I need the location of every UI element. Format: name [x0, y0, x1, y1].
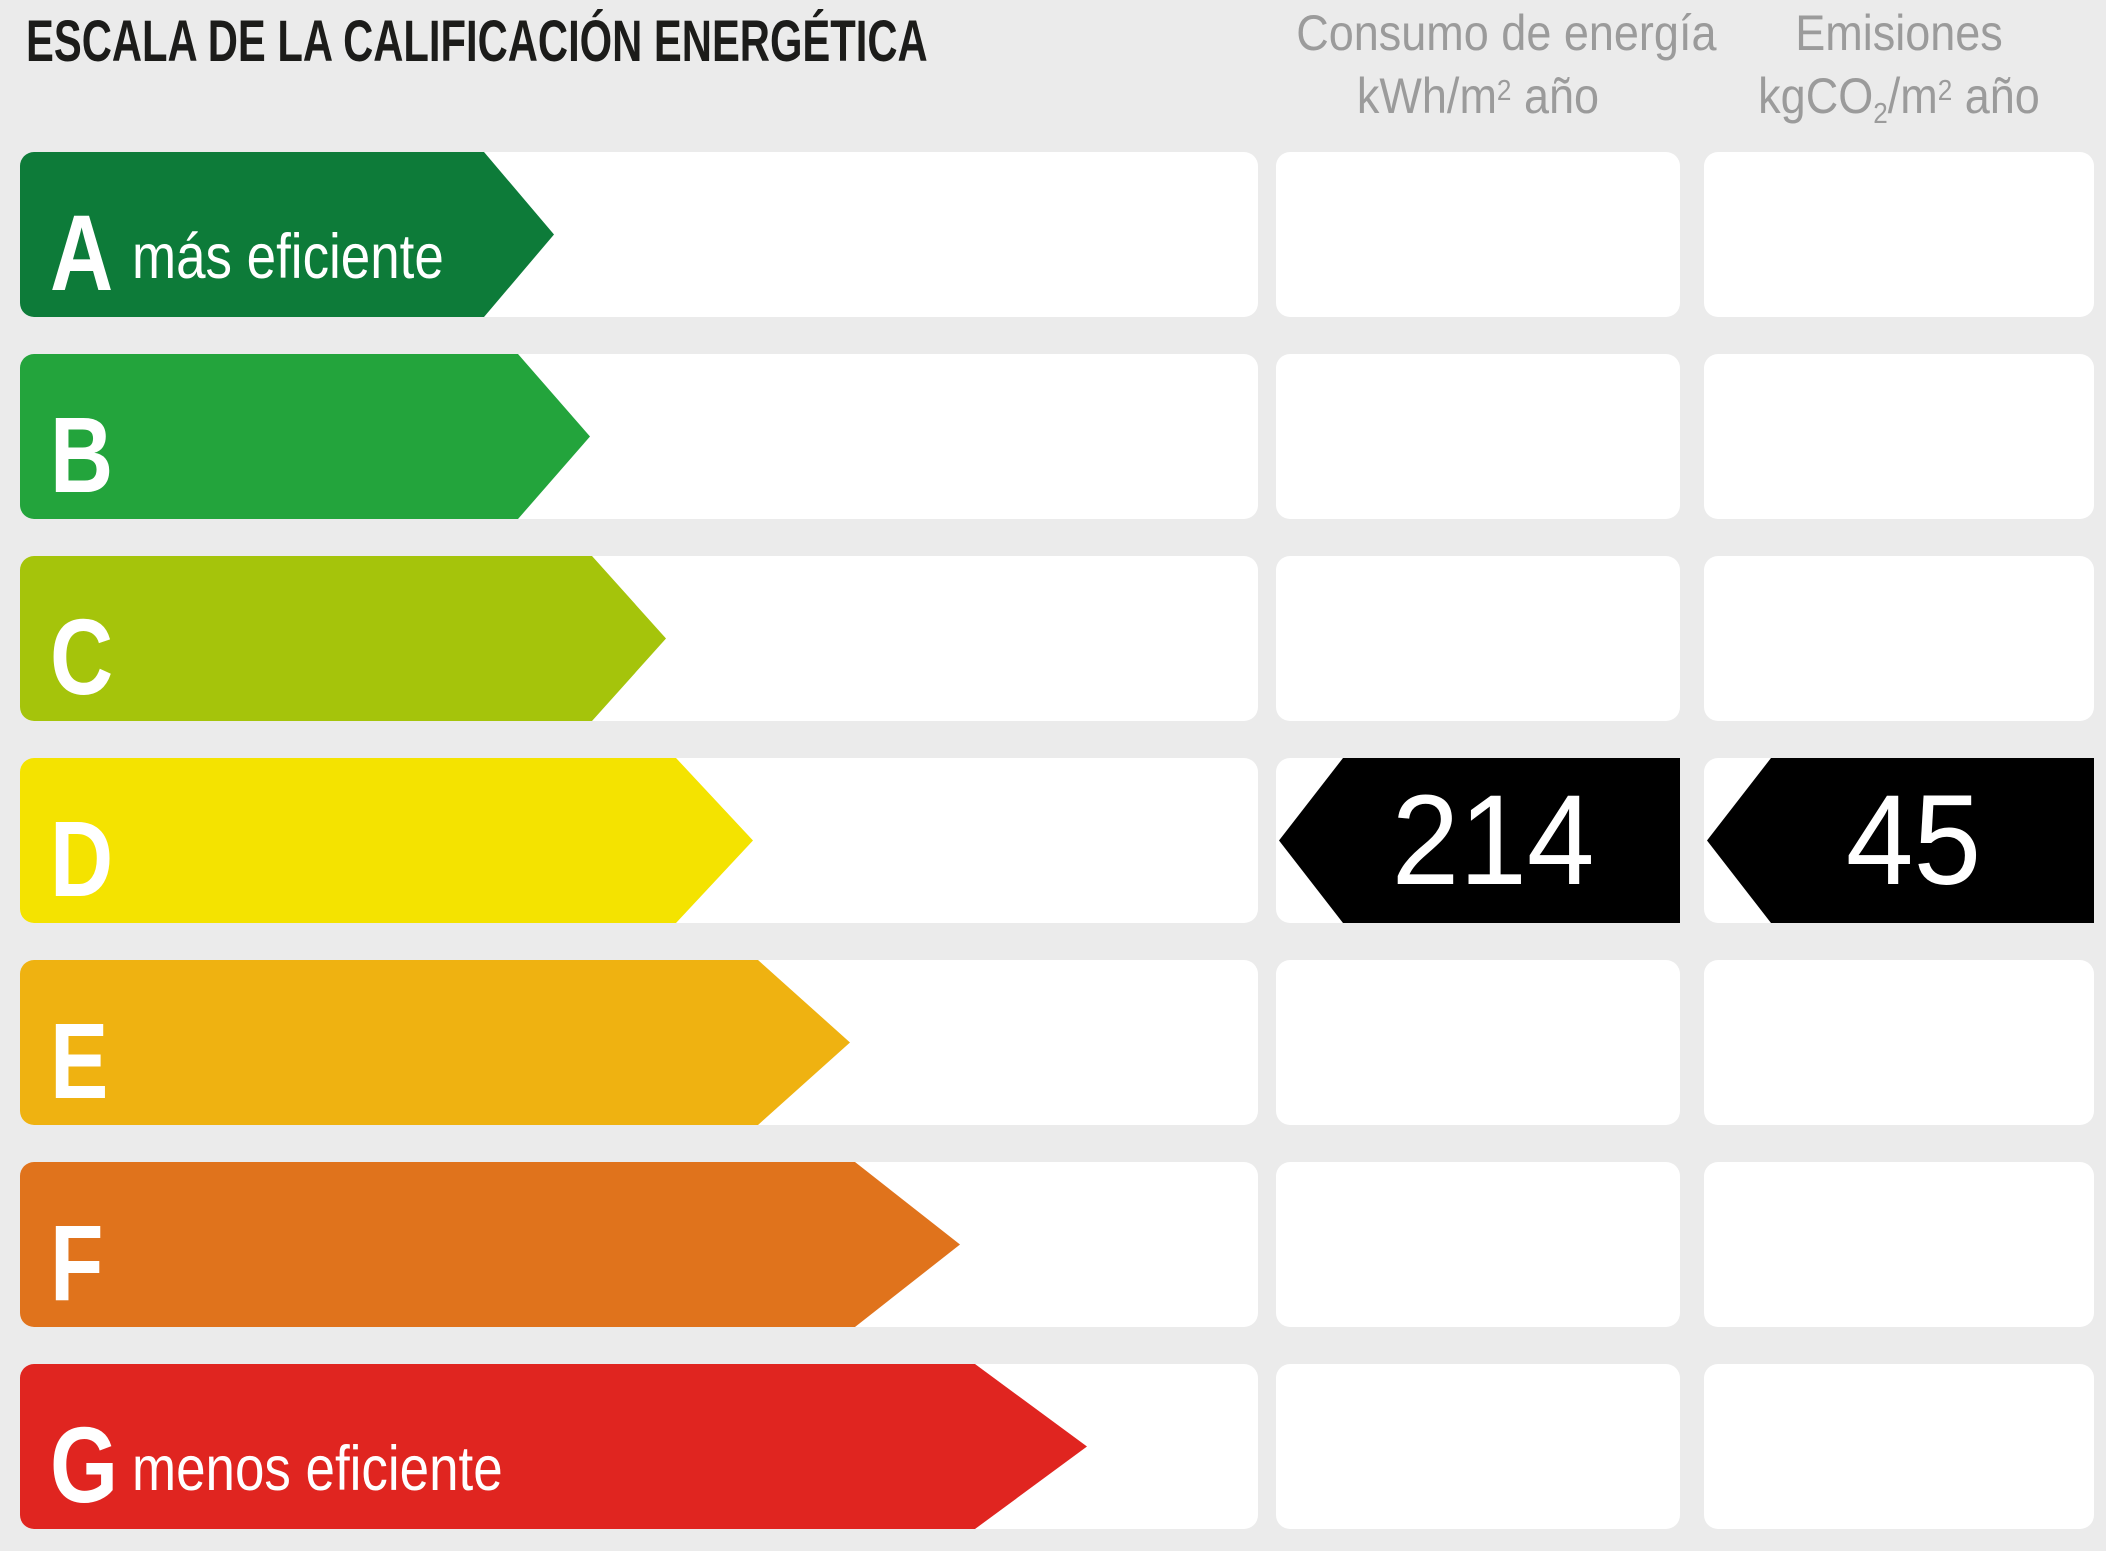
rating-row-d: D 214 45 [0, 758, 2106, 923]
emissions-value: 45 [1846, 768, 1982, 912]
consumption-value: 214 [1391, 768, 1595, 912]
emisiones-panel [1704, 556, 2094, 721]
emissions-column-header: Emisiones kgCO2/m2 año [1724, 2, 2075, 136]
header-unit-segment: 2 [1937, 74, 1953, 107]
rating-letter-b: B [50, 394, 114, 515]
emisiones-panel [1704, 354, 2094, 519]
emissions-header-line1: Emisiones [1795, 5, 2003, 61]
header-unit-segment: año [1511, 68, 1600, 124]
emisiones-panel [1704, 1364, 2094, 1529]
emisiones-panel [1704, 1162, 2094, 1327]
header-unit-segment: 2 [1496, 74, 1512, 107]
header-unit-segment: kgCO [1758, 68, 1874, 124]
emissions-header-line2: kgCO2/m2 año [1724, 65, 2075, 136]
rating-row-f: F [0, 1162, 2106, 1327]
consumption-header-line1: Consumo de energía [1296, 5, 1717, 61]
consumo-panel [1276, 960, 1680, 1125]
consumo-panel [1276, 354, 1680, 519]
rating-letter-a: A [50, 192, 114, 313]
rating-bar-e: E [20, 960, 850, 1125]
consumo-panel [1276, 1364, 1680, 1529]
rating-row-e: E [0, 960, 2106, 1125]
page-title: ESCALA DE LA CALIFICACIÓN ENERGÉTICA [26, 9, 928, 74]
consumption-column-header: Consumo de energía kWh/m2 año [1296, 2, 1717, 136]
efficiency-note-a: más eficiente [132, 222, 444, 292]
rating-bar-b: B [20, 354, 590, 519]
rating-letter-c: C [50, 596, 114, 717]
consumo-panel [1276, 1162, 1680, 1327]
header-unit-segment: kWh/m [1356, 68, 1497, 124]
rating-letter-g: G [50, 1404, 119, 1525]
rating-letter-d: D [50, 798, 114, 919]
consumo-panel [1276, 152, 1680, 317]
consumption-indicator-arrow: 214 [1279, 758, 1680, 923]
emissions-indicator-arrow: 45 [1707, 758, 2094, 923]
consumo-panel [1276, 556, 1680, 721]
rating-bar-c: C [20, 556, 666, 721]
rating-bar-f: F [20, 1162, 960, 1327]
rating-letter-f: F [50, 1202, 104, 1323]
header-unit-segment: /m [1887, 68, 1938, 124]
rating-row-b: B [0, 354, 2106, 519]
header-unit-segment: año [1952, 68, 2040, 124]
consumption-header-line2: kWh/m2 año [1296, 65, 1660, 136]
emisiones-panel [1704, 960, 2094, 1125]
rating-letter-e: E [50, 1000, 109, 1121]
rating-row-c: C [0, 556, 2106, 721]
rating-bar-d: D [20, 758, 753, 923]
efficiency-note-g: menos eficiente [132, 1434, 503, 1504]
emisiones-panel [1704, 152, 2094, 317]
header-unit-segment: 2 [1873, 98, 1888, 131]
